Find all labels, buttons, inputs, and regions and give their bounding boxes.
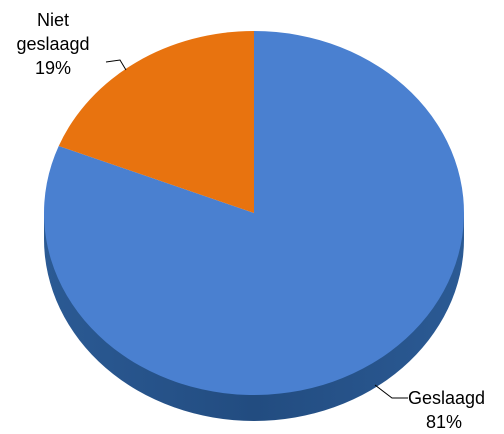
category-label: Geslaagd [408, 388, 486, 408]
pie-slice [58, 31, 255, 213]
value-label: 19% [34, 58, 72, 78]
slice-label: Niet geslaagd 19% [0, 8, 106, 80]
value-label: 81% [426, 412, 463, 432]
leader-line [105, 59, 127, 71]
pie-slice [43, 31, 464, 395]
leader-line [374, 384, 408, 399]
slice-label: Geslaagd 81% [408, 386, 504, 434]
category-label: Niet geslaagd [16, 10, 90, 54]
